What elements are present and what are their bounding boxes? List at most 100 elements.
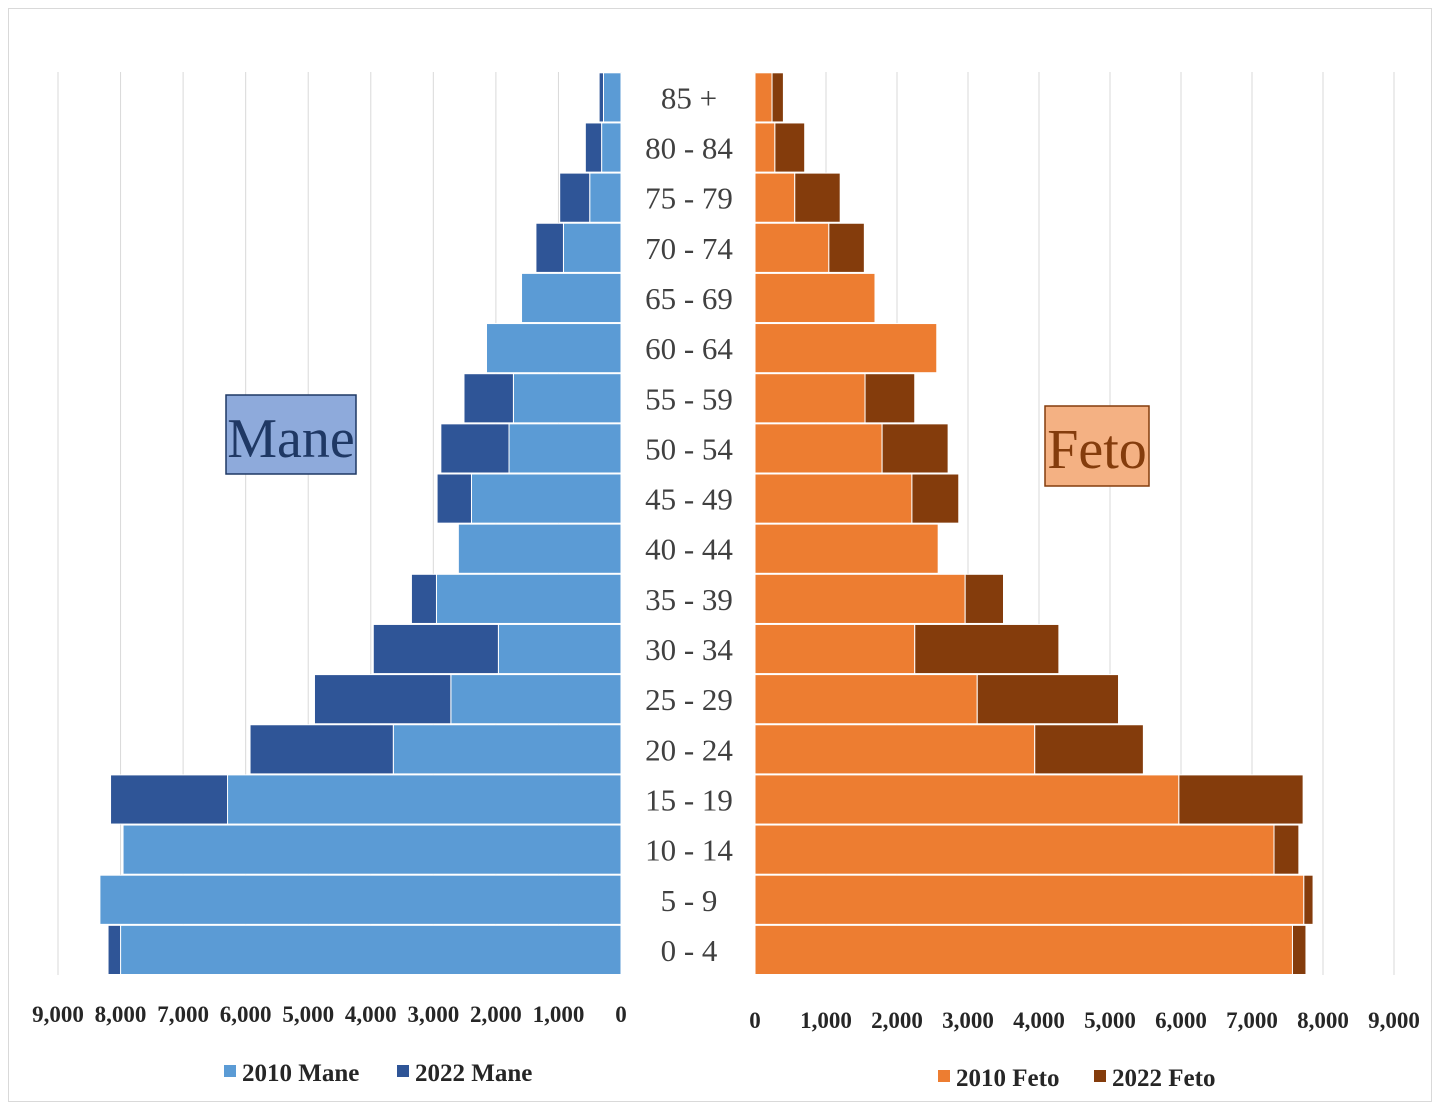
age-group-label: 40 - 44 [645, 532, 733, 567]
bar-2010-mane [120, 924, 622, 975]
x-tick-label-right: 8,000 [1297, 1008, 1349, 1033]
bar-2010-mane [392, 724, 622, 775]
x-tick-label-left: 1,000 [533, 1002, 585, 1027]
x-tick-label-left: 6,000 [220, 1002, 272, 1027]
bar-2010-feto [754, 573, 966, 624]
age-group-label: 45 - 49 [645, 482, 733, 517]
bar-2010-mane [497, 623, 622, 675]
x-tick-label-right: 4,000 [1013, 1008, 1065, 1033]
bar-2022-feto [914, 623, 1060, 675]
age-labels: 0 - 4 5 - 9 10 - 14 15 - 19 20 - 24 25 - 29 30… [645, 80, 733, 968]
bar-2022-feto [1273, 824, 1300, 875]
bar-2010-feto [754, 623, 916, 675]
x-tick-label-right: 3,000 [942, 1008, 994, 1033]
bar-2010-mane [470, 473, 622, 524]
bar-2010-mane [602, 72, 622, 123]
bar-2010-mane [512, 373, 622, 424]
bar-2010-feto [754, 824, 1275, 875]
bar-2022-mane [440, 423, 510, 474]
age-group-label: 30 - 34 [645, 632, 733, 667]
chart-frame [8, 8, 1432, 1102]
bar-2010-feto [754, 72, 773, 123]
bars [99, 72, 1314, 975]
bar-2022-mane [463, 373, 514, 424]
x-tick-label-left: 0 [615, 1002, 627, 1027]
x-tick-label-right: 2,000 [871, 1008, 923, 1033]
legend-swatch-2010-feto [938, 1070, 950, 1082]
x-tick-labels: 9,000 8,000 7,000 6,000 5,000 4,000 3,000 2,000… [32, 1002, 1420, 1033]
bar-2022-feto [771, 72, 784, 123]
legend-left: 2010 Mane 2022 Mane [224, 1060, 532, 1087]
bar-2022-feto [1034, 724, 1144, 775]
x-tick-label-left: 5,000 [282, 1002, 334, 1027]
x-tick-label-right: 5,000 [1084, 1008, 1136, 1033]
bar-2010-feto [754, 373, 866, 424]
legend-right: 2010 Feto 2022 Feto [938, 1065, 1215, 1092]
bar-2010-feto [754, 724, 1036, 775]
bar-2022-mane [410, 573, 437, 624]
bar-2010-mane [589, 172, 622, 223]
bar-2010-mane [562, 222, 622, 273]
bar-2022-feto [774, 122, 806, 173]
bar-2010-mane [601, 122, 622, 173]
mane-label: Mane [227, 408, 355, 470]
legend-swatch-2022-feto [1094, 1070, 1106, 1082]
mane-label-box: Mane [225, 394, 357, 475]
x-tick-label-left: 8,000 [95, 1002, 147, 1027]
bar-2022-mane [313, 674, 452, 725]
age-group-label: 20 - 24 [645, 732, 733, 767]
age-group-label: 15 - 19 [645, 782, 733, 817]
age-group-label: 65 - 69 [645, 281, 733, 316]
age-group-label: 70 - 74 [645, 231, 733, 266]
bar-2010-mane [508, 423, 622, 474]
legend-label-2022-mane: 2022 Mane [415, 1060, 532, 1087]
x-tick-label-right: 0 [749, 1008, 761, 1033]
bar-2022-feto [976, 674, 1120, 725]
legend-label-2010-feto: 2010 Feto [956, 1065, 1059, 1092]
bar-2010-feto [754, 272, 876, 324]
bar-2022-feto [1303, 874, 1314, 925]
bar-2010-feto [754, 674, 978, 725]
x-tick-label-left: 2,000 [470, 1002, 522, 1027]
bar-2022-feto [1291, 924, 1307, 975]
bar-2010-mane [122, 824, 622, 875]
legend-label-2022-feto: 2022 Feto [1112, 1065, 1215, 1092]
bar-2022-mane [559, 172, 591, 223]
bar-2022-mane [372, 623, 499, 675]
bar-2022-feto [881, 423, 949, 474]
bar-2010-feto [754, 473, 913, 524]
age-group-label: 0 - 4 [661, 933, 718, 968]
bar-2022-mane [107, 924, 122, 975]
bar-2010-mane [99, 874, 622, 925]
bar-2022-feto [1178, 774, 1304, 825]
bar-2022-feto [828, 222, 865, 273]
bar-2022-mane [436, 473, 472, 524]
x-tick-label-left: 3,000 [407, 1002, 459, 1027]
feto-label: Feto [1047, 419, 1147, 481]
bar-2010-feto [754, 874, 1305, 925]
bar-2022-mane [535, 222, 564, 273]
bar-2022-feto [864, 373, 916, 424]
bar-2010-feto [754, 523, 939, 574]
bar-2010-feto [754, 122, 776, 173]
bar-2022-mane [249, 724, 394, 775]
bar-2010-mane [486, 323, 622, 374]
legend-label-2010-mane: 2010 Mane [242, 1060, 359, 1087]
bar-2010-feto [754, 423, 883, 474]
age-group-label: 5 - 9 [661, 883, 718, 918]
bar-2010-mane [435, 573, 622, 624]
x-tick-label-left: 4,000 [345, 1002, 397, 1027]
age-group-label: 25 - 29 [645, 682, 733, 717]
bar-2010-feto [754, 774, 1180, 825]
bar-2010-feto [754, 323, 938, 374]
x-tick-label-right: 9,000 [1368, 1008, 1420, 1033]
age-group-label: 75 - 79 [645, 181, 733, 216]
bar-2010-mane [450, 674, 622, 725]
age-group-label: 55 - 59 [645, 381, 733, 416]
feto-label-box: Feto [1044, 405, 1150, 487]
x-tick-label-right: 7,000 [1226, 1008, 1278, 1033]
bar-2022-mane [598, 72, 604, 123]
legend-swatch-2010-mane [224, 1065, 236, 1077]
age-group-label: 50 - 54 [645, 431, 733, 466]
